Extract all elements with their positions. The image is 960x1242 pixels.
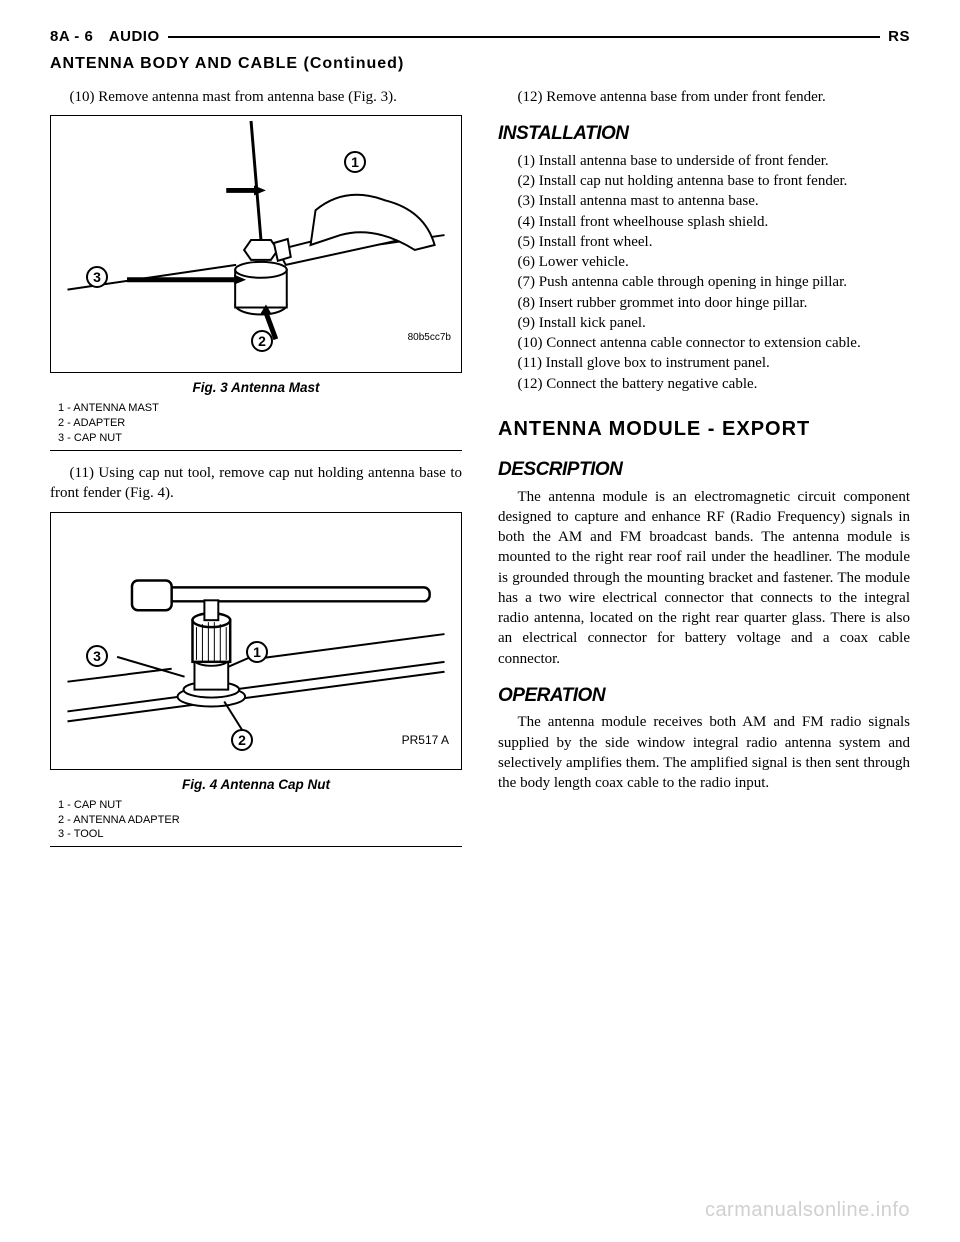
header-rule — [168, 36, 881, 38]
right-column: (12) Remove antenna base from under fron… — [498, 87, 910, 859]
figure-3-code: 80b5cc7b — [408, 331, 451, 345]
install-3: (3) Install antenna mast to antenna base… — [498, 191, 910, 211]
fig3-legend-2: 2 - ADAPTER — [58, 416, 462, 431]
two-column-layout: (10) Remove antenna mast from antenna ba… — [50, 87, 910, 859]
install-9: (9) Install kick panel. — [498, 313, 910, 333]
figure-3-rule — [50, 450, 462, 451]
installation-heading: INSTALLATION — [498, 121, 910, 147]
step-10: (10) Remove antenna mast from antenna ba… — [50, 87, 462, 107]
figure-4-code: PR517 A — [402, 732, 449, 748]
header-left: 8A - 6 AUDIO — [50, 28, 160, 45]
install-1: (1) Install antenna base to underside of… — [498, 151, 910, 171]
description-text: The antenna module is an electromagnetic… — [498, 487, 910, 669]
description-heading: DESCRIPTION — [498, 457, 910, 483]
fig4-legend-3: 3 - TOOL — [58, 827, 462, 842]
page-header: 8A - 6 AUDIO RS — [50, 28, 910, 45]
callout-1b: 1 — [246, 641, 268, 663]
left-column: (10) Remove antenna mast from antenna ba… — [50, 87, 462, 859]
install-11: (11) Install glove box to instrument pan… — [498, 353, 910, 373]
step-12: (12) Remove antenna base from under fron… — [498, 87, 910, 107]
install-5: (5) Install front wheel. — [498, 232, 910, 252]
install-8: (8) Insert rubber grommet into door hing… — [498, 293, 910, 313]
operation-text: The antenna module receives both AM and … — [498, 712, 910, 793]
watermark: carmanualsonline.info — [705, 1199, 910, 1222]
figure-3: 1 3 2 80b5cc7b — [50, 115, 462, 373]
install-7: (7) Push antenna cable through opening i… — [498, 272, 910, 292]
figure-4-rule — [50, 846, 462, 847]
operation-heading: OPERATION — [498, 683, 910, 709]
callout-2b: 2 — [231, 729, 253, 751]
install-4: (4) Install front wheelhouse splash shie… — [498, 212, 910, 232]
figure-3-caption: Fig. 3 Antenna Mast — [50, 379, 462, 397]
step-11: (11) Using cap nut tool, remove cap nut … — [50, 463, 462, 504]
figure-4-legend: 1 - CAP NUT 2 - ANTENNA ADAPTER 3 - TOOL — [58, 798, 462, 843]
install-6: (6) Lower vehicle. — [498, 252, 910, 272]
fig4-legend-1: 1 - CAP NUT — [58, 798, 462, 813]
figure-4-caption: Fig. 4 Antenna Cap Nut — [50, 776, 462, 794]
figure-3-legend: 1 - ANTENNA MAST 2 - ADAPTER 3 - CAP NUT — [58, 401, 462, 446]
callout-3b: 3 — [86, 645, 108, 667]
fig3-legend-1: 1 - ANTENNA MAST — [58, 401, 462, 416]
install-12: (12) Connect the battery negative cable. — [498, 374, 910, 394]
figure-4: 1 3 2 PR517 A — [50, 512, 462, 770]
install-10: (10) Connect antenna cable connector to … — [498, 333, 910, 353]
header-right: RS — [888, 28, 910, 45]
install-2: (2) Install cap nut holding antenna base… — [498, 171, 910, 191]
fig4-legend-2: 2 - ANTENNA ADAPTER — [58, 813, 462, 828]
fig3-legend-3: 3 - CAP NUT — [58, 431, 462, 446]
antenna-module-heading: ANTENNA MODULE - EXPORT — [498, 416, 910, 443]
continued-heading: ANTENNA BODY AND CABLE (Continued) — [50, 55, 910, 73]
